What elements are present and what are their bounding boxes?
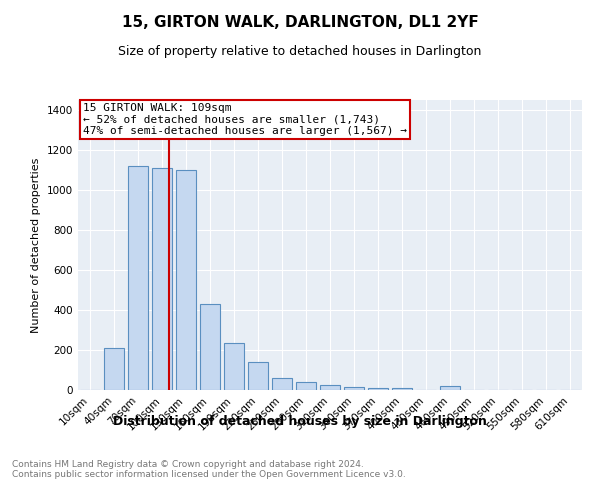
- Bar: [224, 343, 244, 390]
- Text: Distribution of detached houses by size in Darlington: Distribution of detached houses by size …: [113, 415, 487, 428]
- Text: Size of property relative to detached houses in Darlington: Size of property relative to detached ho…: [118, 45, 482, 58]
- Bar: [104, 348, 124, 390]
- Bar: [296, 382, 316, 390]
- Bar: [440, 386, 460, 390]
- Y-axis label: Number of detached properties: Number of detached properties: [31, 158, 41, 332]
- Bar: [200, 304, 220, 390]
- Bar: [176, 170, 196, 390]
- Text: 15 GIRTON WALK: 109sqm
← 52% of detached houses are smaller (1,743)
47% of semi-: 15 GIRTON WALK: 109sqm ← 52% of detached…: [83, 103, 407, 136]
- Text: 15, GIRTON WALK, DARLINGTON, DL1 2YF: 15, GIRTON WALK, DARLINGTON, DL1 2YF: [122, 15, 478, 30]
- Bar: [368, 388, 388, 390]
- Bar: [272, 378, 292, 390]
- Bar: [344, 387, 364, 390]
- Text: Contains HM Land Registry data © Crown copyright and database right 2024.
Contai: Contains HM Land Registry data © Crown c…: [12, 460, 406, 479]
- Bar: [248, 362, 268, 390]
- Bar: [320, 385, 340, 390]
- Bar: [392, 388, 412, 390]
- Bar: [152, 168, 172, 390]
- Bar: [128, 166, 148, 390]
